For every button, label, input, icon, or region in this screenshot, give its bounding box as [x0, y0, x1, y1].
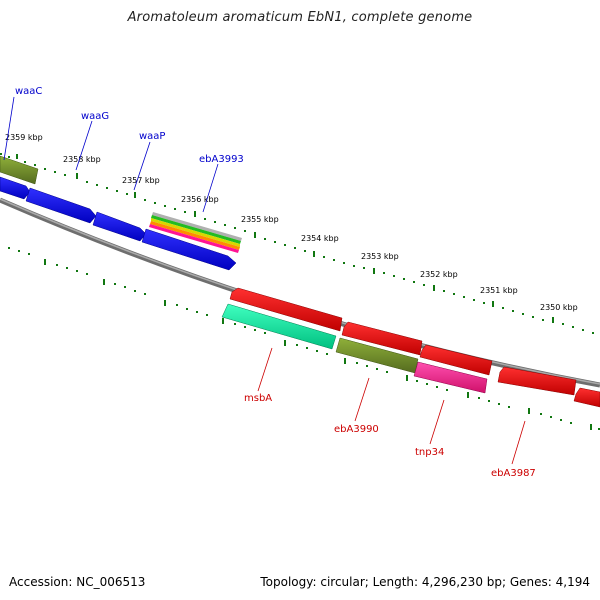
gene-waaP — [92, 211, 147, 242]
feature-ebA3993-magenta — [149, 224, 239, 253]
gene-red-ebA3987 — [497, 366, 577, 396]
leader-waaP — [133, 141, 151, 191]
gene-red-1 — [229, 287, 343, 332]
leader-waaG — [75, 120, 93, 171]
gene-red-5 — [573, 387, 600, 408]
feature-ebA3993-orange — [150, 221, 240, 250]
tick-label: 2357 kbp — [122, 176, 160, 185]
tick-label: 2350 kbp — [540, 303, 578, 312]
tick-labels: 2359 kbp 2358 kbp 2357 kbp 2356 kbp 2355… — [5, 133, 578, 312]
gene-label-waaC: waaC — [15, 86, 42, 97]
gene-olive-waaC — [0, 155, 39, 185]
lower-tick-ring — [8, 247, 600, 430]
leader-msbA — [257, 347, 273, 392]
gene-red-3 — [419, 344, 493, 376]
gene-label-waaP: waaP — [139, 131, 165, 142]
leader-tnp34 — [429, 399, 445, 445]
feature-ebA3993-gray — [152, 212, 242, 241]
leader-waaC — [3, 96, 15, 161]
gene-label-tnp34: tnp34 — [415, 447, 444, 458]
gene-teal-msbA — [221, 303, 337, 350]
leader-ebA3990 — [354, 377, 370, 422]
gene-label-ebA3990: ebA3990 — [334, 424, 379, 435]
leader-ebA3987 — [511, 420, 526, 465]
tick-label: 2351 kbp — [480, 286, 518, 295]
forward-features — [0, 155, 242, 271]
accession-label: Accession: NC_006513 — [9, 575, 146, 589]
gene-label-ebA3987: ebA3987 — [491, 468, 536, 479]
genome-summary: Topology: circular; Length: 4,296,230 bp… — [260, 575, 590, 589]
feature-ebA3993-yellow — [151, 218, 240, 247]
leader-lines — [3, 96, 526, 465]
gene-red-2 — [341, 321, 423, 356]
reverse-features — [221, 287, 600, 408]
gene-label-ebA3993: ebA3993 — [199, 154, 244, 165]
gene-waaC — [0, 176, 31, 200]
tick-label: 2359 kbp — [5, 133, 43, 142]
tick-label: 2358 kbp — [63, 155, 101, 164]
tick-label: 2354 kbp — [301, 234, 339, 243]
gene-labels: waaC waaG waaP ebA3993 msbA ebA3990 tnp3… — [15, 86, 536, 479]
tick-label: 2353 kbp — [361, 252, 399, 261]
leader-ebA3993 — [202, 163, 219, 213]
gene-waaG — [25, 187, 97, 224]
gene-label-msbA: msbA — [244, 393, 272, 404]
map-title: Aromatoleum aromaticum EbN1, complete ge… — [127, 10, 473, 25]
tick-label: 2355 kbp — [241, 215, 279, 224]
upper-tick-ring — [0, 153, 594, 334]
tick-label: 2356 kbp — [181, 195, 219, 204]
tick-label: 2352 kbp — [420, 270, 458, 279]
gene-pink-tnp34 — [413, 361, 488, 394]
gene-label-waaG: waaG — [81, 111, 109, 122]
gene-blue-ebA3993 — [141, 228, 237, 271]
feature-ebA3993-green — [151, 215, 241, 244]
